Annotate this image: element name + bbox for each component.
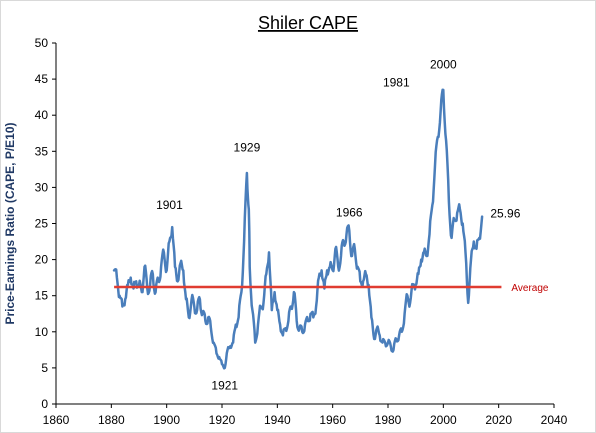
annotation-label: 1966 xyxy=(336,205,363,219)
y-tick-label: 5 xyxy=(41,361,48,375)
y-tick-label: 40 xyxy=(35,108,49,122)
y-tick-label: 15 xyxy=(35,289,49,303)
annotation-label: 1921 xyxy=(211,379,238,393)
x-tick-labels: 1860 1880 1900 1920 1940 1960 1980 2000 2020 2040 xyxy=(43,413,568,427)
y-tick-label: 10 xyxy=(35,325,49,339)
x-tick-label: 1940 xyxy=(264,413,291,427)
average-label: Average xyxy=(511,283,549,294)
y-tick-label: 50 xyxy=(35,36,49,50)
x-tick-label: 2000 xyxy=(430,413,457,427)
y-tick-label: 35 xyxy=(35,144,49,158)
series-layer xyxy=(112,88,484,370)
annotation-label: 1929 xyxy=(234,140,261,154)
x-tick-label: 2040 xyxy=(541,413,568,427)
x-tick-label: 1960 xyxy=(319,413,346,427)
chart-title-group: Shiler CAPE xyxy=(258,13,358,33)
y-tick-label: 20 xyxy=(35,253,49,267)
series-line-0 xyxy=(112,88,484,370)
annotation-label: 25.96 xyxy=(490,207,520,221)
chart-title: Shiler CAPE xyxy=(258,13,358,33)
y-tick-labels: 0 5 10 15 20 25 30 35 40 45 50 xyxy=(35,36,49,411)
x-tick-label: 1900 xyxy=(153,413,180,427)
annotation-label: 1981 xyxy=(383,75,410,89)
x-tick-label: 2020 xyxy=(485,413,512,427)
x-tick-label: 1880 xyxy=(98,413,125,427)
annotations-layer: 1901 1921 1929 1966 1981 2000 25.96 xyxy=(156,57,521,392)
x-tick-label: 1860 xyxy=(43,413,70,427)
y-tick-label: 25 xyxy=(35,217,49,231)
y-tick-label: 0 xyxy=(41,397,48,411)
axes-group xyxy=(52,42,555,408)
x-tick-label: 1980 xyxy=(375,413,402,427)
y-axis-title: Price-Earnings Ratio (CAPE, P/E10) xyxy=(3,122,17,324)
annotation-label: 2000 xyxy=(430,57,457,71)
annotation-label: 1901 xyxy=(156,198,183,212)
x-tick-label: 1920 xyxy=(209,413,236,427)
y-tick-label: 30 xyxy=(35,180,49,194)
average-layer: Average xyxy=(114,283,549,294)
y-tick-label: 45 xyxy=(35,72,49,86)
